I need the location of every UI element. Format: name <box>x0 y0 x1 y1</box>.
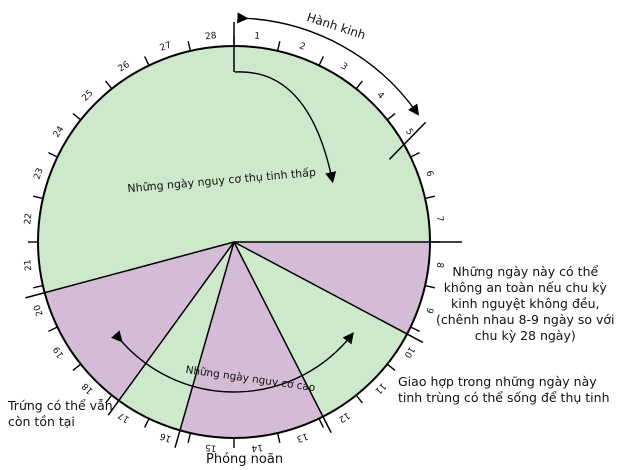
day-tick <box>72 113 82 121</box>
day-number: 1 <box>254 32 261 43</box>
day-tick <box>143 56 150 66</box>
high-risk-arrow <box>111 330 354 393</box>
day-tick <box>72 363 82 371</box>
boundary-line <box>107 241 235 416</box>
day-tick <box>410 151 420 158</box>
day-tick <box>33 195 44 200</box>
day-number: 20 <box>32 303 45 317</box>
day-tick <box>105 394 113 404</box>
day-number: 12 <box>336 410 351 425</box>
day-number: 18 <box>80 380 95 395</box>
boundary-line <box>233 241 424 344</box>
day-number: 2 <box>298 41 307 52</box>
menstruation-arrow <box>237 12 420 116</box>
day-tick <box>105 80 113 90</box>
day-number: 6 <box>423 169 434 178</box>
irregular-note-line: không an toàn nếu chu kỳ <box>443 280 607 295</box>
egg-note-line: Trứng có thể vẫn <box>8 398 113 413</box>
egg-note-line: còn tồn tại <box>8 414 75 429</box>
day-number: 14 <box>251 442 264 453</box>
day-number: 19 <box>52 344 67 359</box>
day-tick <box>318 418 325 428</box>
day-tick <box>424 284 435 289</box>
day-tick <box>33 284 44 289</box>
day-number: 27 <box>159 40 173 53</box>
sperm-note-line: Giao hợp trong những ngày này <box>398 374 597 389</box>
day-number: 11 <box>372 380 387 395</box>
day-number: 22 <box>23 213 34 226</box>
day-number: 13 <box>295 430 309 443</box>
day-number: 23 <box>32 167 45 181</box>
day-tick <box>386 113 396 121</box>
day-number: 16 <box>158 430 172 443</box>
menstruation-label: Hành kinh <box>305 10 367 42</box>
day-number: 15 <box>205 442 218 453</box>
day-number: 21 <box>23 259 34 272</box>
irregular-note-line: (chênh nhau 8-9 ngày so với <box>436 312 615 327</box>
day-number: 7 <box>434 215 445 222</box>
day-tick <box>318 56 325 66</box>
irregular-note-line: kinh nguyệt không đều, <box>451 296 600 311</box>
sperm-note-line: tinh trùng có thể sống để thụ tinh <box>398 390 610 405</box>
menstruation-end-line <box>388 121 427 160</box>
day-tick <box>276 41 281 52</box>
day-number: 25 <box>80 88 95 103</box>
day-number: 9 <box>423 306 434 315</box>
sperm-survival-note: Giao hợp trong những ngày này tinh trùng… <box>398 374 610 406</box>
boundary-line <box>174 241 235 448</box>
day-number: 10 <box>401 344 416 359</box>
irregular-note-line: Những ngày này có thể <box>452 264 599 279</box>
boundary-line <box>25 241 235 299</box>
day-tick <box>143 418 150 428</box>
day-tick <box>355 394 363 404</box>
day-tick <box>187 41 192 52</box>
day-number: 8 <box>434 262 445 269</box>
day-tick <box>410 326 420 333</box>
sperm-survival-region <box>234 242 408 417</box>
day-number: 26 <box>117 60 132 75</box>
day-tick <box>276 432 281 443</box>
day-number: 28 <box>205 31 218 42</box>
day-tick <box>187 432 192 443</box>
day-number: 17 <box>117 410 132 425</box>
day-tick <box>386 363 396 371</box>
irregular-note-line: chu kỳ 28 ngày) <box>474 328 576 343</box>
ovulation-label: Phóng noãn <box>206 452 284 467</box>
day-number: 5 <box>403 127 415 137</box>
day-number: 3 <box>339 61 349 73</box>
day-tick <box>48 326 58 333</box>
egg-survival-note: Trứng có thể vẫn còn tồn tại <box>8 398 113 430</box>
day-tick <box>48 151 58 158</box>
irregular-cycle-note: Những ngày này có thể không an toàn nếu … <box>436 264 615 344</box>
day-tick <box>355 80 363 90</box>
day-number: 4 <box>374 90 385 101</box>
day-tick <box>424 195 435 200</box>
day-number: 24 <box>52 124 67 139</box>
